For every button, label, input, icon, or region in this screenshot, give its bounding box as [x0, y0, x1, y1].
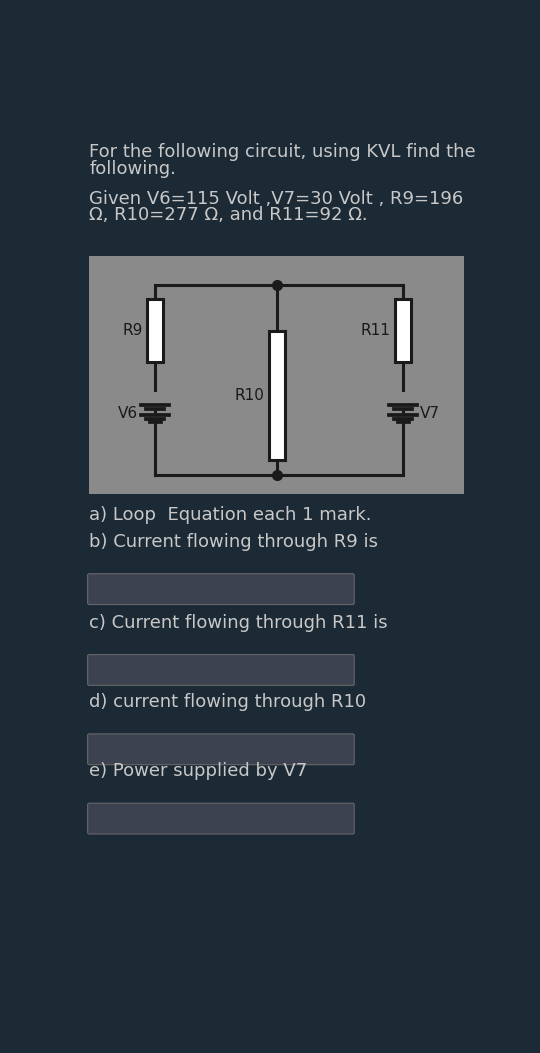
Text: c) Current flowing through R11 is: c) Current flowing through R11 is	[89, 614, 388, 632]
Text: e) Power supplied by V7: e) Power supplied by V7	[89, 762, 307, 780]
Text: following.: following.	[89, 160, 176, 178]
FancyBboxPatch shape	[87, 734, 354, 764]
Bar	[269, 332, 285, 460]
Text: For the following circuit, using KVL find the: For the following circuit, using KVL fin…	[89, 143, 476, 161]
Bar	[147, 299, 163, 362]
Text: a) Loop  Equation each 1 mark.: a) Loop Equation each 1 mark.	[89, 506, 372, 524]
Text: V7: V7	[420, 406, 440, 421]
Text: R10: R10	[234, 388, 265, 403]
Text: b) Current flowing through R9 is: b) Current flowing through R9 is	[89, 533, 378, 551]
FancyBboxPatch shape	[87, 803, 354, 834]
Bar	[395, 299, 411, 362]
Text: Ω, R10=277 Ω, and R11=92 Ω.: Ω, R10=277 Ω, and R11=92 Ω.	[89, 206, 368, 224]
Text: Given V6=115 Volt ,V7=30 Volt , R9=196: Given V6=115 Volt ,V7=30 Volt , R9=196	[89, 190, 463, 207]
Text: R9: R9	[122, 323, 143, 338]
Text: d) current flowing through R10: d) current flowing through R10	[89, 693, 366, 711]
Text: V6: V6	[118, 406, 138, 421]
Bar	[89, 256, 464, 495]
FancyBboxPatch shape	[87, 574, 354, 604]
Text: R11: R11	[361, 323, 390, 338]
FancyBboxPatch shape	[87, 655, 354, 686]
